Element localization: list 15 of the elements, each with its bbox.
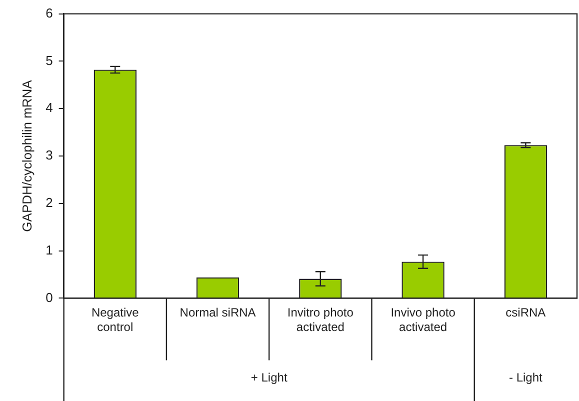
y-tick-label: 4 [46,100,53,116]
text: + Light [250,370,288,385]
y-tick-label: 3 [46,148,53,163]
y-tick-label: 2 [46,194,53,210]
x-tick-label: Invitro photo activated [287,306,354,334]
x-tick-label: Negative control [91,306,140,334]
y-tick-label: 1 [46,242,53,258]
y-axis-title: GAPDH/cyclophilin mRNA [19,80,34,232]
y-tick-label: 5 [46,52,53,68]
y-tick-label: 0 [46,290,53,305]
x-tick-label: csiRNA [506,306,546,320]
x-tick-label: Invivo photo activated [390,306,456,334]
text: - Light [509,370,544,385]
x-tick-label: Normal siRNA [180,306,256,320]
y-tick-label: 6 [46,5,53,20]
